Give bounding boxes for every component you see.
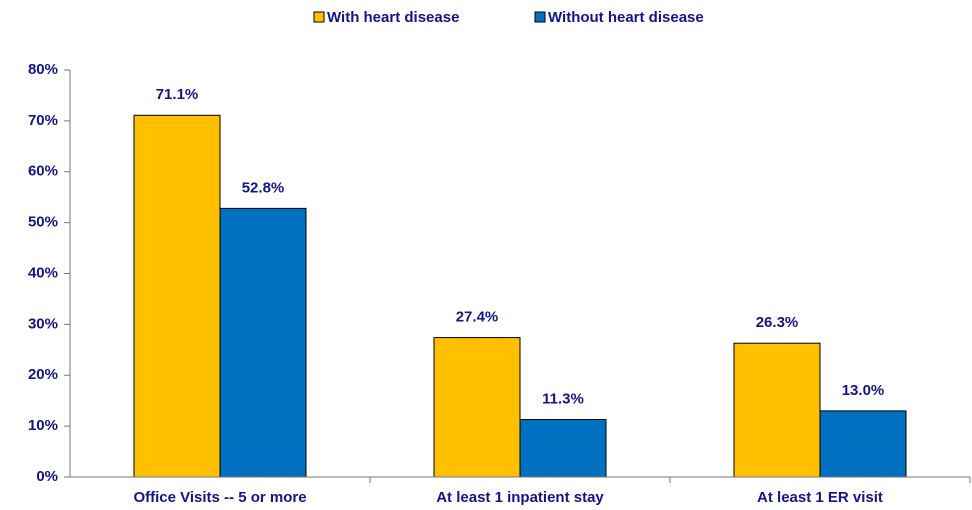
data-label: 26.3% <box>756 314 799 331</box>
y-tick-label: 0% <box>36 468 58 485</box>
y-tick-label: 10% <box>28 417 58 434</box>
bar <box>433 337 521 478</box>
bar <box>133 114 221 478</box>
data-label: 13.0% <box>842 382 885 399</box>
x-tick-label: At least 1 ER visit <box>757 489 883 506</box>
legend-label: With heart disease <box>327 9 459 26</box>
y-tick-label: 20% <box>28 366 58 383</box>
data-label: 11.3% <box>542 390 584 407</box>
y-tick-label: 60% <box>28 163 58 180</box>
legend-label: Without heart disease <box>548 9 704 26</box>
data-label: 52.8% <box>242 179 285 196</box>
y-tick-label: 40% <box>28 264 58 281</box>
x-tick-label: At least 1 inpatient stay <box>436 489 604 506</box>
legend-swatch <box>534 11 546 23</box>
y-tick-label: 70% <box>28 112 58 129</box>
legend-swatch <box>313 11 325 23</box>
data-label: 27.4% <box>456 309 499 326</box>
data-label: 71.1% <box>156 86 199 103</box>
bar <box>519 419 607 478</box>
y-tick-label: 80% <box>28 61 58 78</box>
bar <box>733 342 821 478</box>
bar <box>219 207 307 478</box>
x-tick-label: Office Visits -- 5 or more <box>133 489 306 506</box>
y-tick-label: 30% <box>28 315 58 332</box>
bar <box>819 410 907 478</box>
y-tick-label: 50% <box>28 214 58 231</box>
